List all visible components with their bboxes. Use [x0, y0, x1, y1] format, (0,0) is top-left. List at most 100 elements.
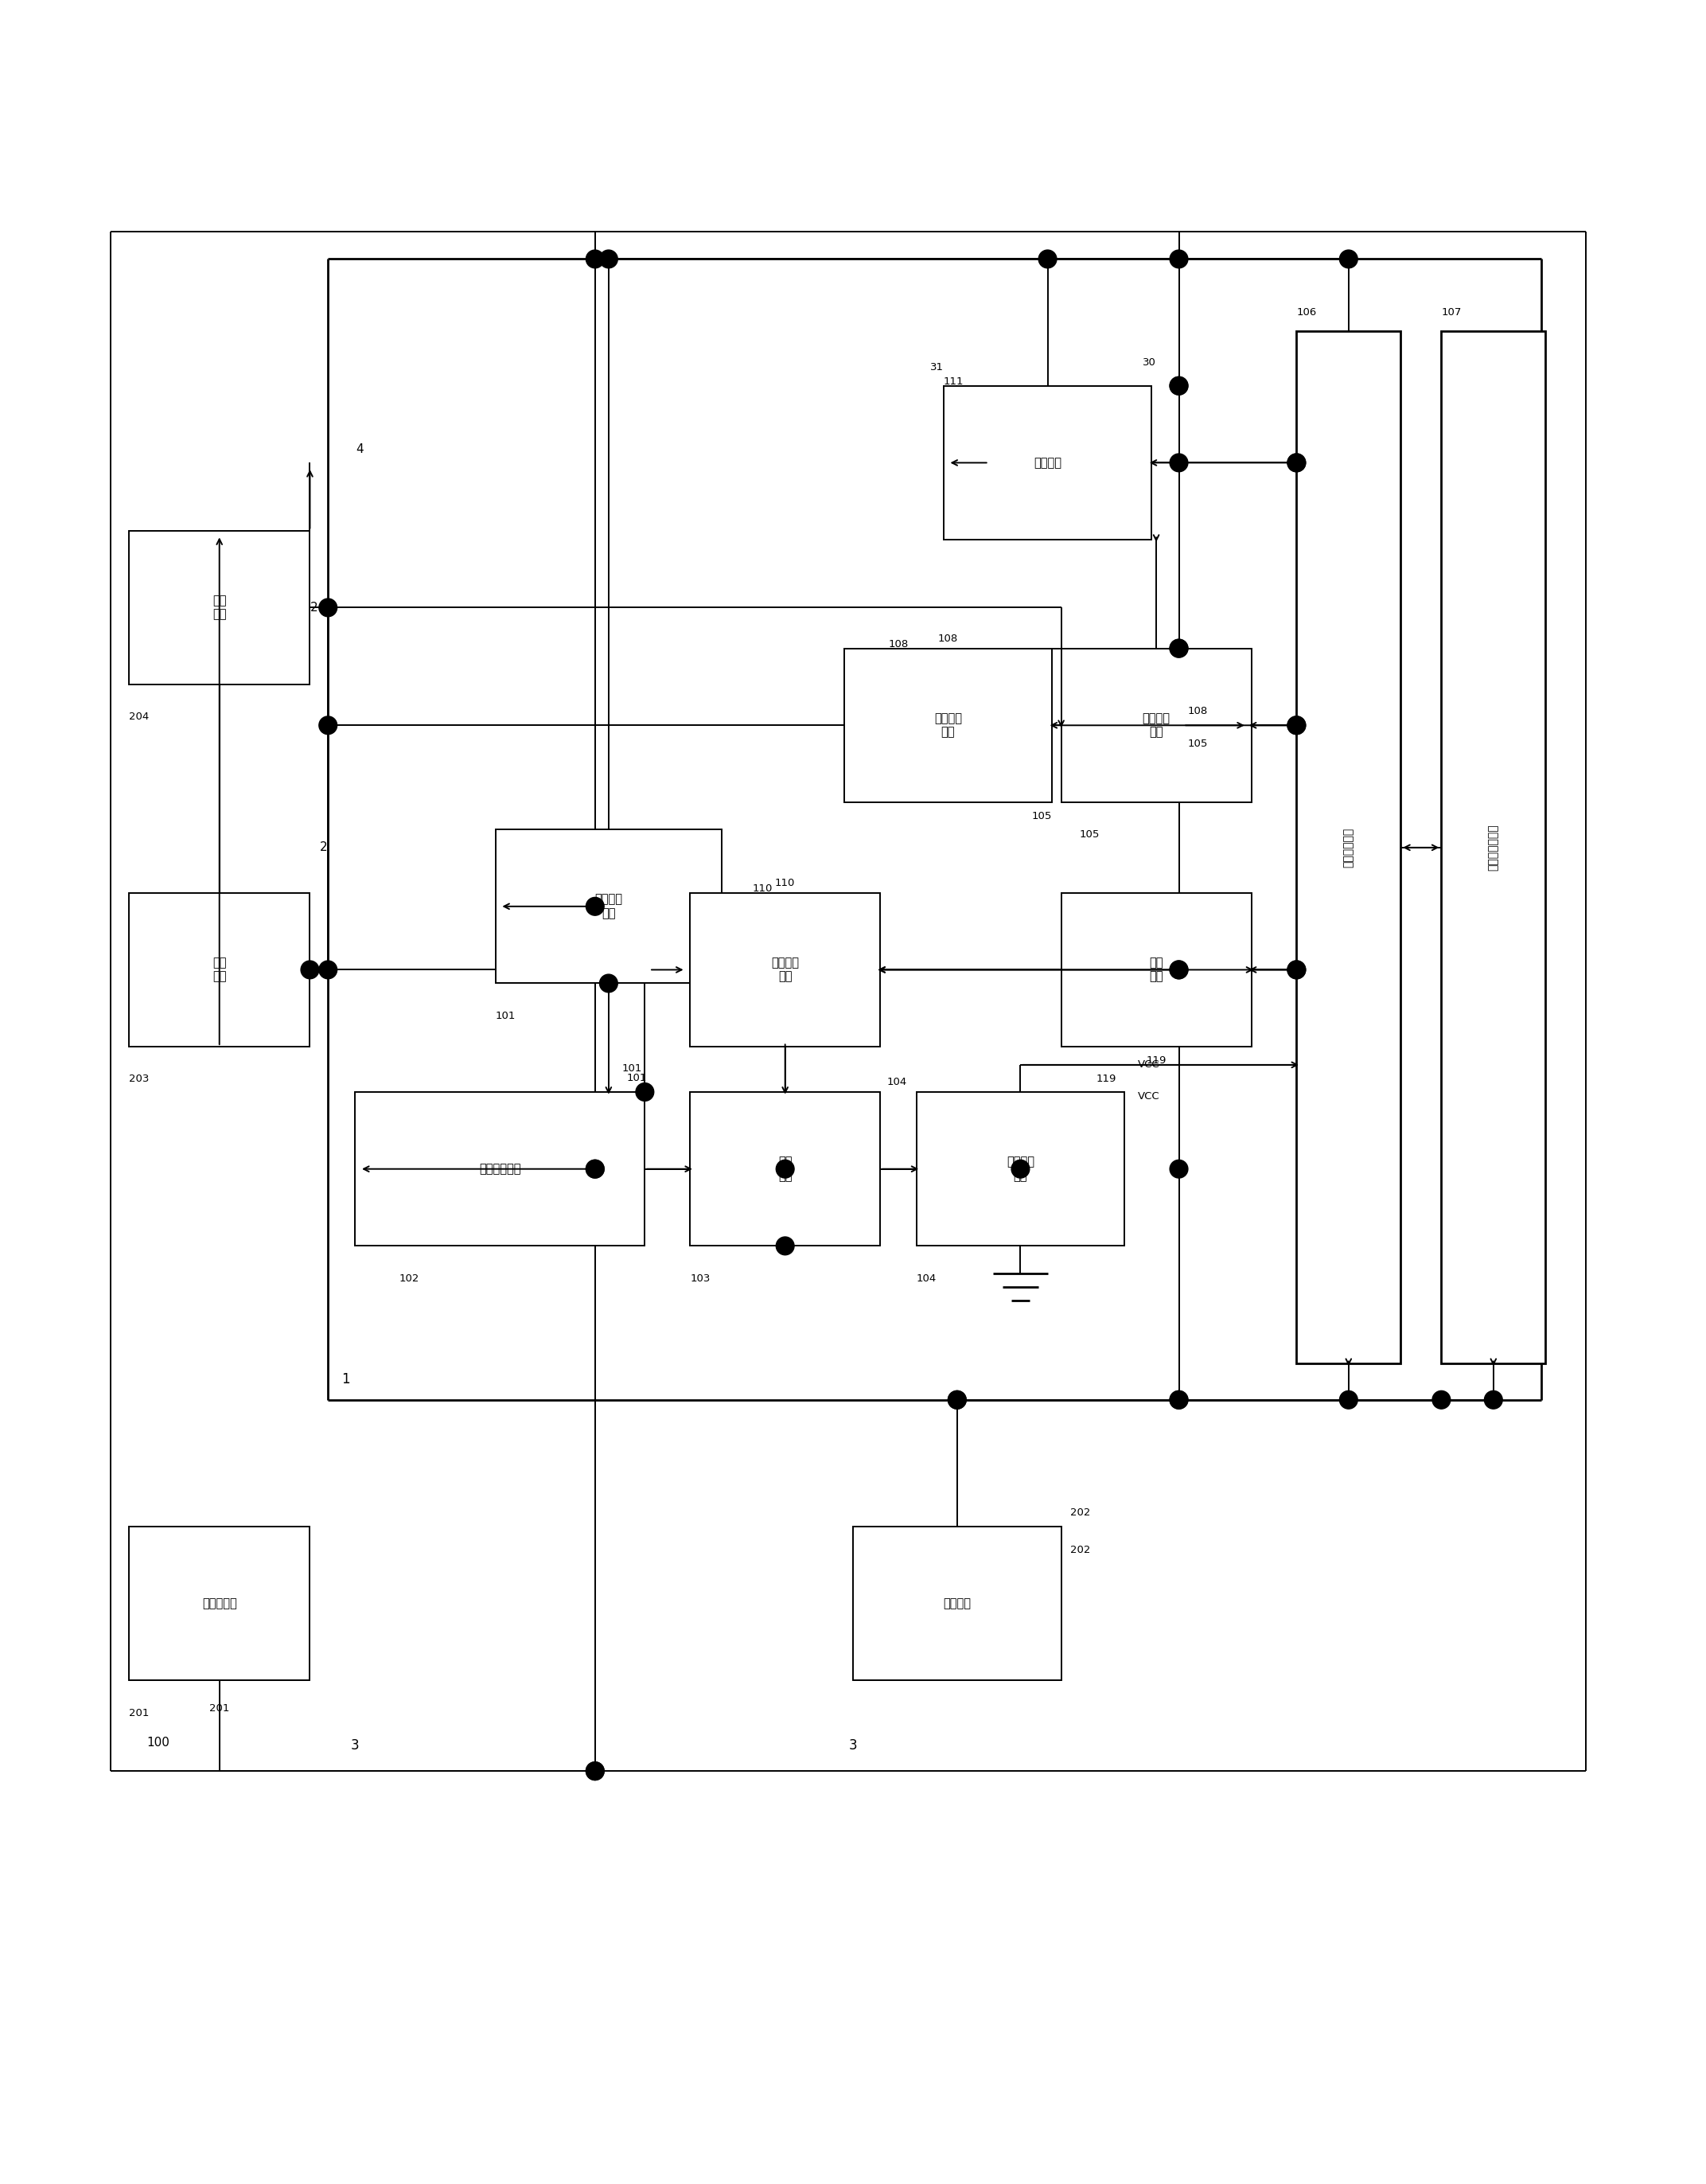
Circle shape [1170, 1160, 1187, 1177]
Circle shape [1170, 1391, 1187, 1409]
Text: 104: 104 [916, 1273, 937, 1284]
Text: 2: 2 [319, 841, 328, 854]
Text: 201: 201 [210, 1704, 230, 1714]
Circle shape [585, 249, 604, 269]
Bar [495, 830, 722, 983]
Bar [844, 649, 1053, 802]
Text: 1: 1 [341, 1372, 350, 1387]
Text: 101: 101 [495, 1011, 515, 1020]
Text: 108: 108 [938, 633, 959, 644]
Circle shape [1170, 376, 1187, 395]
Circle shape [1170, 961, 1187, 978]
Circle shape [599, 974, 618, 992]
Circle shape [1433, 1391, 1450, 1409]
Bar [130, 531, 310, 684]
Circle shape [1012, 1160, 1029, 1177]
Text: 通信接口
电路: 通信接口 电路 [595, 893, 623, 919]
Circle shape [1170, 640, 1187, 657]
Circle shape [1170, 249, 1187, 269]
Text: 105: 105 [1080, 830, 1099, 841]
Text: 4: 4 [357, 443, 363, 454]
Circle shape [1288, 961, 1305, 978]
Bar [1061, 893, 1250, 1046]
Text: 106: 106 [1297, 308, 1317, 319]
Text: 104: 104 [887, 1077, 908, 1088]
Text: 储能
装置: 储能 装置 [213, 957, 227, 983]
Bar [916, 1092, 1124, 1245]
Circle shape [949, 1391, 966, 1409]
Circle shape [1339, 1391, 1358, 1409]
Circle shape [1288, 716, 1305, 734]
Circle shape [1170, 376, 1187, 395]
Text: 30: 30 [1143, 358, 1157, 367]
Text: 101: 101 [623, 1064, 643, 1075]
Circle shape [319, 598, 338, 616]
Text: 202: 202 [1070, 1507, 1090, 1518]
Text: 204: 204 [130, 712, 148, 723]
Circle shape [1288, 454, 1305, 472]
Text: 31: 31 [930, 363, 943, 371]
Bar [130, 1527, 310, 1679]
Text: 充电控制
电路: 充电控制 电路 [771, 957, 798, 983]
Circle shape [300, 961, 319, 978]
Text: 安全放电
电路: 安全放电 电路 [935, 712, 962, 738]
Circle shape [1288, 716, 1305, 734]
Text: 检测电路: 检测电路 [1034, 456, 1061, 470]
Circle shape [776, 1236, 795, 1256]
Text: 103: 103 [689, 1273, 710, 1284]
Text: 充电
电路: 充电 电路 [778, 1155, 792, 1182]
Bar [943, 387, 1152, 539]
Circle shape [1339, 249, 1358, 269]
Text: 逻辑控制电路: 逻辑控制电路 [1343, 828, 1355, 867]
Text: 电源管理
电路: 电源管理 电路 [1007, 1155, 1034, 1182]
Circle shape [1288, 961, 1305, 978]
Text: 105: 105 [1032, 810, 1053, 821]
Bar [689, 893, 880, 1046]
Text: 105: 105 [1187, 738, 1208, 749]
Text: 119: 119 [1146, 1055, 1167, 1066]
Circle shape [585, 898, 604, 915]
Text: 110: 110 [775, 878, 795, 889]
Circle shape [1039, 249, 1056, 269]
Bar [1297, 332, 1401, 1363]
Text: 发火控制
电路: 发火控制 电路 [1143, 712, 1170, 738]
Text: 雷管控制器: 雷管控制器 [201, 1597, 237, 1610]
Circle shape [1170, 961, 1187, 978]
Circle shape [776, 1160, 795, 1177]
Bar [130, 893, 310, 1046]
Text: 100: 100 [147, 1736, 171, 1749]
Circle shape [599, 249, 618, 269]
Circle shape [585, 1762, 604, 1780]
Bar [689, 1092, 880, 1245]
Circle shape [585, 1160, 604, 1177]
Text: 203: 203 [130, 1075, 148, 1083]
Text: 复位
电路: 复位 电路 [1150, 957, 1163, 983]
Circle shape [585, 1160, 604, 1177]
Circle shape [1170, 640, 1187, 657]
Bar [1061, 649, 1250, 802]
Text: VCC: VCC [1138, 1092, 1160, 1101]
Text: 119: 119 [1097, 1075, 1116, 1083]
Text: 点火
装置: 点火 装置 [213, 594, 227, 620]
Text: 108: 108 [889, 640, 908, 649]
Bar [355, 1092, 645, 1245]
Bar [853, 1527, 1061, 1679]
Text: 非易失性存儲器: 非易失性存儲器 [1488, 823, 1500, 871]
Text: 110: 110 [752, 885, 773, 893]
Text: 2: 2 [310, 601, 319, 614]
Circle shape [585, 1762, 604, 1780]
Bar [1442, 332, 1546, 1363]
Circle shape [1170, 454, 1187, 472]
Text: 101: 101 [626, 1072, 647, 1083]
Circle shape [1484, 1391, 1503, 1409]
Circle shape [319, 716, 338, 734]
Text: VCC: VCC [1138, 1059, 1160, 1070]
Circle shape [1170, 1391, 1187, 1409]
Text: 3: 3 [850, 1738, 856, 1754]
Text: 111: 111 [943, 376, 964, 387]
Text: 202: 202 [1070, 1544, 1090, 1555]
Circle shape [1288, 454, 1305, 472]
Text: 107: 107 [1442, 308, 1462, 319]
Text: 整流开关电路: 整流开关电路 [479, 1164, 520, 1175]
Circle shape [319, 961, 338, 978]
